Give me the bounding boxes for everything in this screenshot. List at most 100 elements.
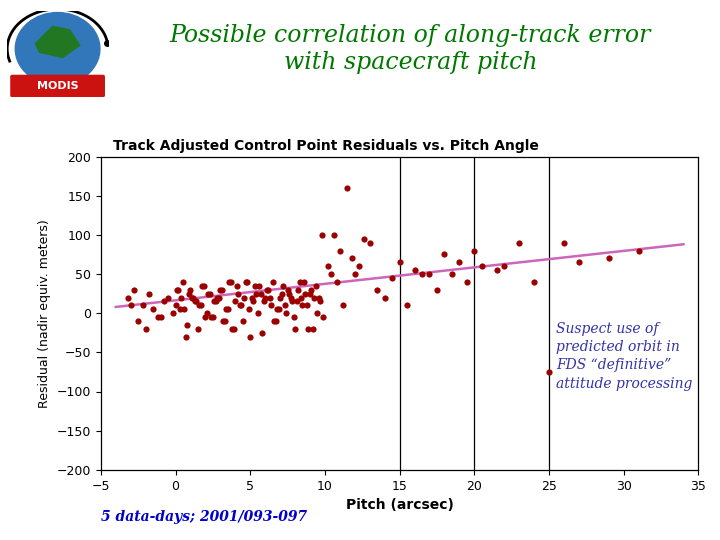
Point — [167, 309, 179, 318]
Point — [297, 301, 308, 309]
Point — [255, 289, 266, 298]
Point — [266, 301, 277, 309]
Point — [179, 305, 190, 314]
Point — [334, 246, 346, 255]
Point — [243, 305, 254, 314]
Point — [446, 270, 458, 279]
Point — [409, 266, 420, 274]
Circle shape — [15, 12, 100, 85]
Point — [240, 278, 251, 286]
Point — [513, 239, 525, 247]
Point — [228, 325, 240, 333]
Y-axis label: Residual (nadir equiv. meters): Residual (nadir equiv. meters) — [38, 219, 51, 408]
Text: Suspect use of
predicted orbit in
FDS “definitive”
attitude processing: Suspect use of predicted orbit in FDS “d… — [557, 322, 693, 391]
Point — [234, 301, 246, 309]
Point — [173, 285, 184, 294]
Point — [212, 293, 223, 302]
Point — [204, 289, 215, 298]
Point — [231, 281, 243, 290]
Point — [292, 285, 304, 294]
Point — [558, 239, 570, 247]
Point — [225, 278, 237, 286]
Point — [349, 270, 361, 279]
Text: Track Adjusted Control Point Residuals vs. Pitch Angle: Track Adjusted Control Point Residuals v… — [113, 139, 539, 153]
Point — [318, 313, 329, 321]
Point — [325, 270, 337, 279]
Point — [573, 258, 585, 267]
Point — [322, 262, 333, 271]
Point — [252, 309, 264, 318]
Point — [354, 262, 365, 271]
Point — [298, 278, 310, 286]
Point — [310, 281, 322, 290]
Point — [148, 305, 159, 314]
Point — [267, 278, 279, 286]
Point — [209, 297, 220, 306]
Point — [125, 301, 137, 309]
Point — [248, 297, 259, 306]
Point — [289, 325, 301, 333]
Point — [251, 289, 262, 298]
Point — [307, 325, 319, 333]
Point — [416, 270, 428, 279]
Point — [215, 285, 226, 294]
Point — [279, 301, 290, 309]
Point — [313, 293, 325, 302]
Point — [237, 316, 248, 325]
Point — [199, 313, 211, 321]
Point — [461, 278, 472, 286]
Point — [201, 309, 212, 318]
Point — [364, 239, 376, 247]
X-axis label: Pitch (arcsec): Pitch (arcsec) — [346, 498, 454, 512]
Point — [244, 332, 256, 341]
Point — [216, 285, 228, 294]
Point — [498, 262, 510, 271]
Text: MODIS: MODIS — [37, 81, 78, 91]
Point — [264, 293, 275, 302]
Point — [132, 316, 144, 325]
Polygon shape — [35, 26, 80, 57]
Point — [328, 231, 340, 239]
Point — [379, 293, 390, 302]
Point — [258, 297, 269, 306]
Point — [301, 301, 312, 309]
Point — [259, 293, 271, 302]
Point — [315, 297, 326, 306]
Point — [423, 270, 435, 279]
Point — [171, 285, 183, 294]
Point — [337, 301, 348, 309]
Point — [431, 285, 443, 294]
Point — [331, 278, 343, 286]
Point — [183, 289, 194, 298]
Point — [137, 301, 148, 309]
Point — [198, 281, 210, 290]
Point — [217, 316, 229, 325]
FancyBboxPatch shape — [10, 75, 105, 97]
Point — [122, 293, 133, 302]
Point — [358, 234, 369, 243]
Point — [192, 325, 204, 333]
Point — [438, 250, 450, 259]
Point — [304, 289, 315, 298]
Point — [253, 281, 265, 290]
Point — [152, 313, 163, 321]
Point — [270, 316, 282, 325]
Point — [288, 313, 300, 321]
Point — [210, 297, 222, 306]
Point — [633, 246, 644, 255]
Point — [140, 325, 151, 333]
Point — [227, 325, 238, 333]
Point — [261, 285, 272, 294]
Point — [294, 278, 305, 286]
Point — [544, 368, 555, 376]
Point — [197, 281, 208, 290]
Point — [341, 184, 353, 192]
Point — [186, 293, 198, 302]
Point — [280, 309, 292, 318]
Point — [316, 231, 328, 239]
Point — [469, 246, 480, 255]
Point — [206, 313, 217, 321]
Point — [603, 254, 615, 262]
Point — [241, 278, 253, 286]
Point — [346, 254, 358, 262]
